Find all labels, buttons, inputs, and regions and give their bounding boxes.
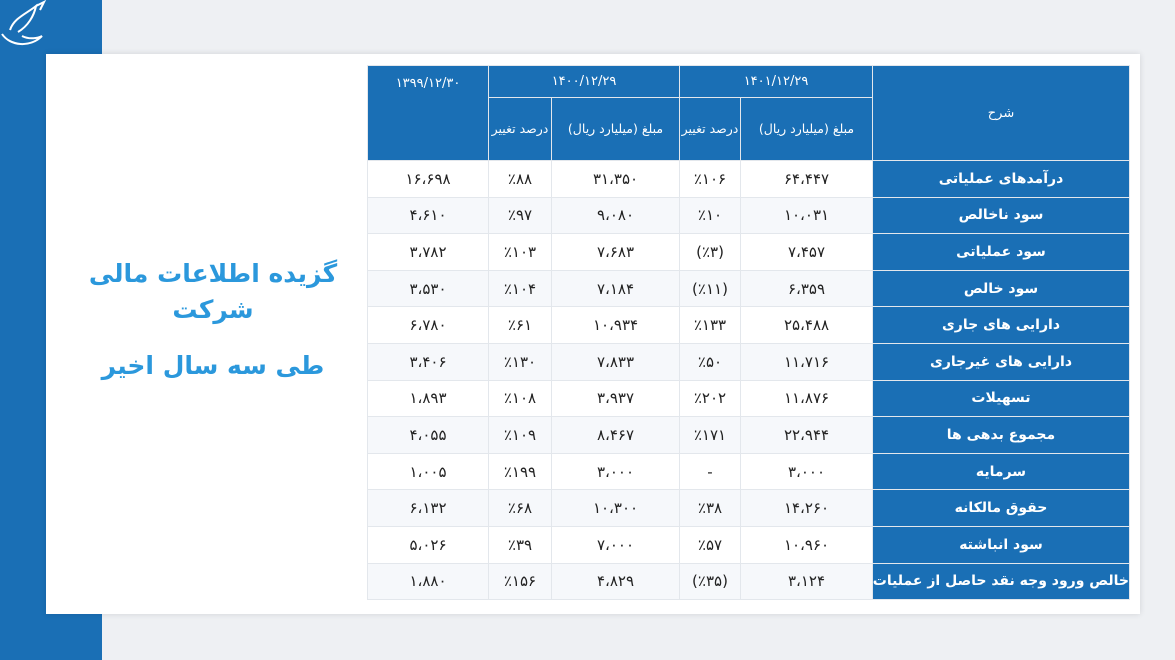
amount-1401: ۷،۴۵۷ <box>740 233 873 271</box>
table-row: سود ناخالص ۱۰،۰۳۱ ٪۱۰ ۹،۰۸۰ ٪۹۷ ۴،۶۱۰ <box>367 196 1130 235</box>
row-label: تسهیلات <box>872 379 1130 418</box>
amount-1401: ۱۰،۰۳۱ <box>740 196 873 235</box>
row-label: حقوق مالکانه <box>872 489 1130 527</box>
table-row: حقوق مالکانه ۱۴،۲۶۰ ٪۳۸ ۱۰،۳۰۰ ٪۶۸ ۶،۱۳۲ <box>367 489 1130 527</box>
amount-1400: ۷،۰۰۰ <box>551 525 680 564</box>
change-1401: ٪۳۸ <box>679 489 741 527</box>
amount-1401: ۱۱،۸۷۶ <box>740 379 873 418</box>
amount-1400: ۷،۱۸۴ <box>551 269 680 308</box>
amount-1399: ۵،۰۲۶ <box>367 525 489 564</box>
amount-1401: ۱۱،۷۱۶ <box>740 342 873 381</box>
table-row: دارایی های غیرجاری ۱۱،۷۱۶ ٪۵۰ ۷،۸۳۳ ٪۱۳۰ ۳،۴۰… <box>367 342 1130 381</box>
row-label: درآمدهای عملیاتی <box>872 160 1130 198</box>
amount-1399: ۳،۴۰۶ <box>367 342 489 381</box>
change-1400: ٪۱۳۰ <box>488 342 552 381</box>
table-row: درآمدهای عملیاتی ۶۴،۴۴۷ ٪۱۰۶ ۳۱،۳۵۰ ٪۸۸ ۱۶،۶۹… <box>367 160 1130 198</box>
change-1400: ٪۱۵۶ <box>488 562 552 601</box>
change-1401: ٪۱۷۱ <box>679 416 741 454</box>
header-year-1400: ۱۴۰۰/۱۲/۲۹ <box>488 65 680 98</box>
amount-1401: ۳،۰۰۰ <box>740 452 873 491</box>
header-year-1401: ۱۴۰۱/۱۲/۲۹ <box>679 65 873 98</box>
amount-1399: ۴،۶۱۰ <box>367 196 489 235</box>
row-label: دارایی های جاری <box>872 306 1130 344</box>
change-1401: ٪۱۰۶ <box>679 160 741 198</box>
amount-1401: ۶،۳۵۹ <box>740 269 873 308</box>
change-1401: (٪۳۵) <box>679 562 741 601</box>
amount-1399: ۴،۰۵۵ <box>367 416 489 454</box>
amount-1400: ۳۱،۳۵۰ <box>551 160 680 198</box>
amount-1400: ۹،۰۸۰ <box>551 196 680 235</box>
amount-1401: ۱۰،۹۶۰ <box>740 525 873 564</box>
change-1400: ٪۹۷ <box>488 196 552 235</box>
amount-1401: ۶۴،۴۴۷ <box>740 160 873 198</box>
amount-1400: ۱۰،۹۳۴ <box>551 306 680 344</box>
table-row: تسهیلات ۱۱،۸۷۶ ٪۲۰۲ ۳،۹۳۷ ٪۱۰۸ ۱،۸۹۳ <box>367 379 1130 418</box>
change-1400: ٪۱۰۴ <box>488 269 552 308</box>
row-label: سود عملیاتی <box>872 233 1130 271</box>
amount-1401: ۱۴،۲۶۰ <box>740 489 873 527</box>
change-1401: ٪۵۷ <box>679 525 741 564</box>
change-1401: (٪۱۱) <box>679 269 741 308</box>
amount-1401: ۳،۱۲۴ <box>740 562 873 601</box>
amount-1401: ۲۵،۴۸۸ <box>740 306 873 344</box>
header-change-1400: درصد تغییر <box>488 97 552 161</box>
header-change-1401: درصد تغییر <box>679 97 741 161</box>
table-row: سود عملیاتی ۷،۴۵۷ (٪۳) ۷،۶۸۳ ٪۱۰۳ ۳،۷۸۲ <box>367 233 1130 271</box>
change-1400: ٪۱۹۹ <box>488 452 552 491</box>
page-title: گزیده اطلاعات مالی شرکت طی سه سال اخیر <box>56 256 370 384</box>
amount-1400: ۷،۶۸۳ <box>551 233 680 271</box>
change-1400: ٪۳۹ <box>488 525 552 564</box>
amount-1399: ۳،۵۳۰ <box>367 269 489 308</box>
header-year-1399: ۱۳۹۹/۱۲/۳۰ <box>367 65 489 161</box>
amount-1399: ۱،۸۸۰ <box>367 562 489 601</box>
table-row: سود خالص ۶،۳۵۹ (٪۱۱) ۷،۱۸۴ ٪۱۰۴ ۳،۵۳۰ <box>367 269 1130 308</box>
table-row: دارایی های جاری ۲۵،۴۸۸ ٪۱۳۳ ۱۰،۹۳۴ ٪۶۱ ۶،۷۸۰ <box>367 306 1130 344</box>
change-1401: - <box>679 452 741 491</box>
change-1400: ٪۸۸ <box>488 160 552 198</box>
table-row: سرمایه ۳،۰۰۰-۳،۰۰۰ ٪۱۹۹ ۱،۰۰۵ <box>367 452 1130 491</box>
change-1401: ٪۱۳۳ <box>679 306 741 344</box>
change-1401: ٪۵۰ <box>679 342 741 381</box>
change-1401: (٪۳) <box>679 233 741 271</box>
amount-1400: ۴،۸۲۹ <box>551 562 680 601</box>
amount-1400: ۷،۸۳۳ <box>551 342 680 381</box>
financial-table: شرح ۱۴۰۱/۱۲/۲۹ ۱۴۰۰/۱۲/۲۹ ۱۳۹۹/۱۲/۳۰ مبل… <box>367 65 1130 601</box>
change-1400: ٪۱۰۸ <box>488 379 552 418</box>
change-1400: ٪۱۰۹ <box>488 416 552 454</box>
change-1400: ٪۶۸ <box>488 489 552 527</box>
amount-1399: ۳،۷۸۲ <box>367 233 489 271</box>
row-label: مجموع بدهی ها <box>872 416 1130 454</box>
amount-1400: ۳،۹۳۷ <box>551 379 680 418</box>
amount-1399: ۱،۰۰۵ <box>367 452 489 491</box>
row-label: سود ناخالص <box>872 196 1130 235</box>
title-line-1: گزیده اطلاعات مالی شرکت <box>88 259 338 324</box>
amount-1400: ۱۰،۳۰۰ <box>551 489 680 527</box>
row-label: سود خالص <box>872 269 1130 308</box>
title-line-2: طی سه سال اخیر <box>101 351 325 380</box>
row-label: خالص ورود وجه نقد حاصل از عملیات <box>872 562 1130 601</box>
row-label: دارایی های غیرجاری <box>872 342 1130 381</box>
change-1401: ٪۱۰ <box>679 196 741 235</box>
amount-1400: ۸،۴۶۷ <box>551 416 680 454</box>
amount-1399: ۱،۸۹۳ <box>367 379 489 418</box>
change-1400: ٪۶۱ <box>488 306 552 344</box>
table-row: سود انباشته ۱۰،۹۶۰ ٪۵۷ ۷،۰۰۰ ٪۳۹ ۵،۰۲۶ <box>367 525 1130 564</box>
change-1400: ٪۱۰۳ <box>488 233 552 271</box>
table-row: خالص ورود وجه نقد حاصل از عملیات ۳،۱۲۴ (٪۳… <box>367 562 1130 601</box>
amount-1399: ۱۶،۶۹۸ <box>367 160 489 198</box>
header-description: شرح <box>872 65 1130 161</box>
amount-1399: ۶،۱۳۲ <box>367 489 489 527</box>
change-1401: ٪۲۰۲ <box>679 379 741 418</box>
amount-1400: ۳،۰۰۰ <box>551 452 680 491</box>
bird-logo-icon <box>1 0 47 45</box>
header-amount-1400: مبلغ (میلیارد ریال) <box>551 97 680 161</box>
header-amount-1401: مبلغ (میلیارد ریال) <box>740 97 873 161</box>
row-label: سود انباشته <box>872 525 1130 564</box>
amount-1399: ۶،۷۸۰ <box>367 306 489 344</box>
amount-1401: ۲۲،۹۴۴ <box>740 416 873 454</box>
row-label: سرمایه <box>872 452 1130 491</box>
table-row: مجموع بدهی ها ۲۲،۹۴۴ ٪۱۷۱ ۸،۴۶۷ ٪۱۰۹ ۴،۰۵۵ <box>367 416 1130 454</box>
